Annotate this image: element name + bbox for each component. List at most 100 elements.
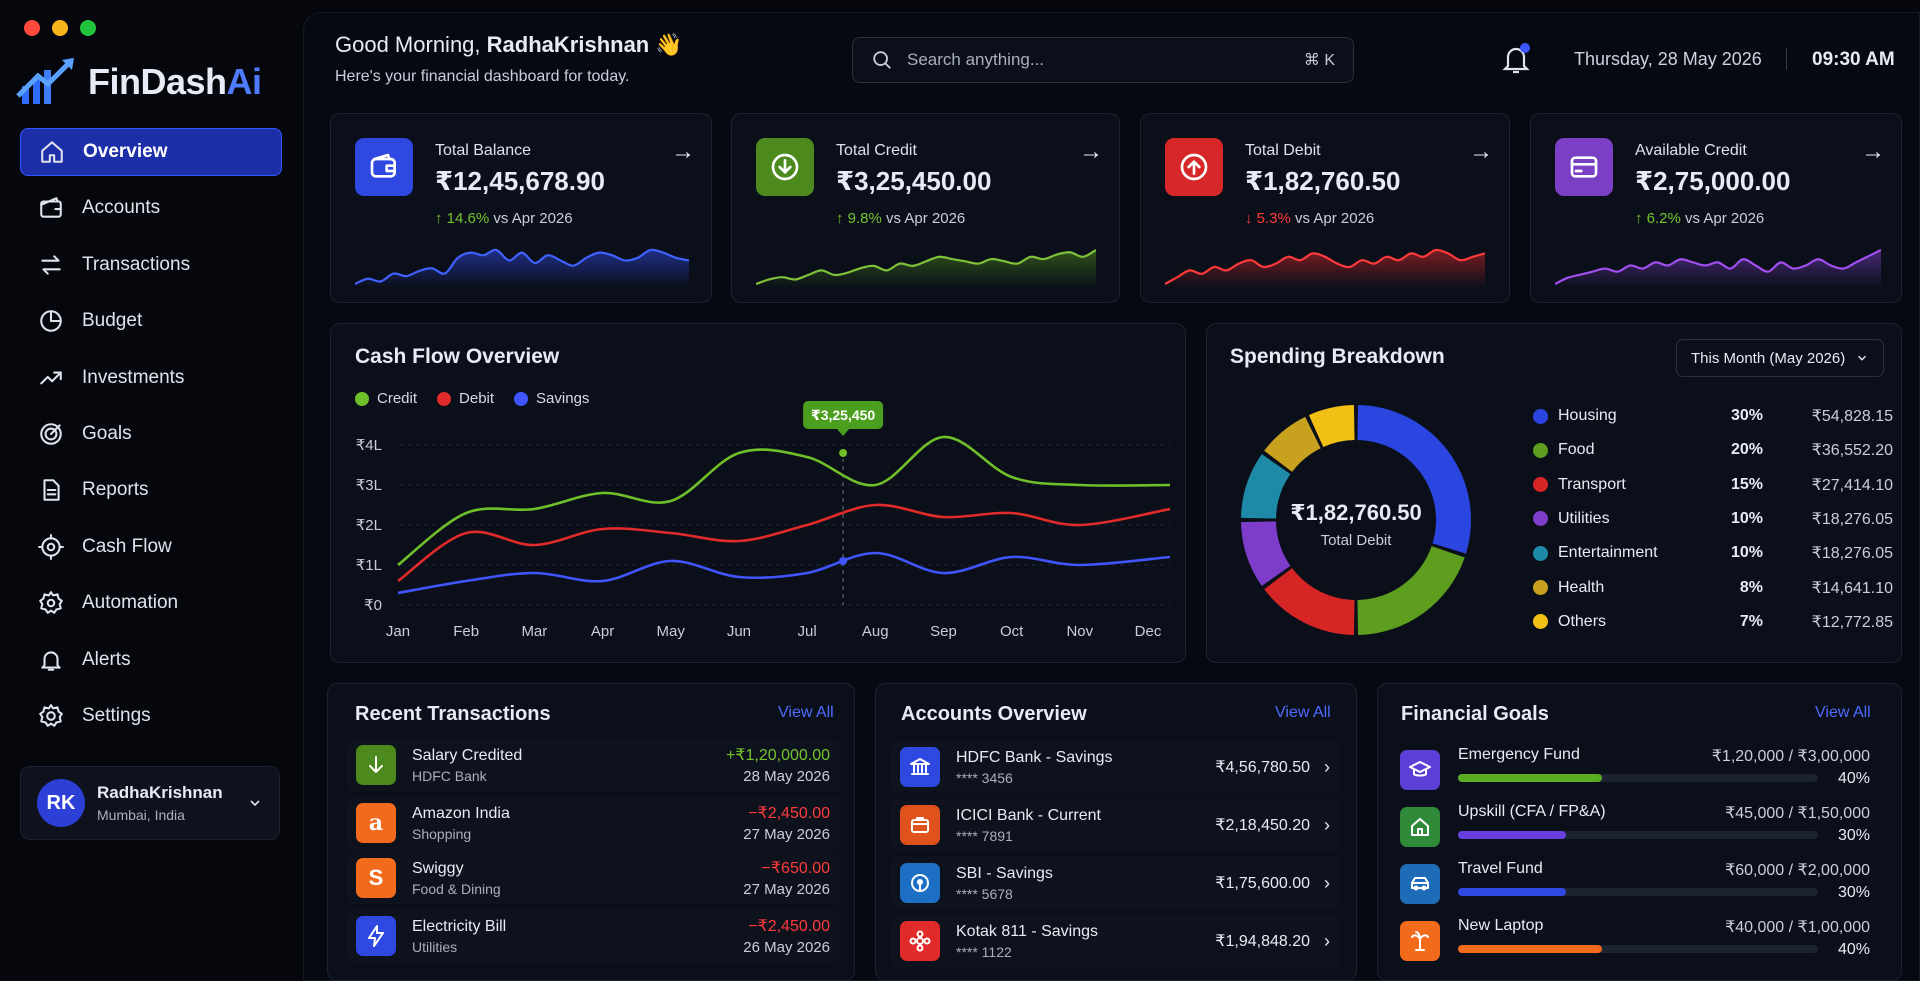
sidebar-item-investments[interactable]: Investments bbox=[20, 354, 282, 402]
transaction-date: 28 May 2026 bbox=[743, 768, 830, 785]
bank-icon bbox=[910, 758, 930, 775]
sidebar-item-alerts[interactable]: Alerts bbox=[20, 636, 282, 684]
sidebar-item-cash-flow[interactable]: Cash Flow bbox=[20, 523, 282, 571]
sidebar-item-reports[interactable]: Reports bbox=[20, 466, 282, 514]
category-name: Transport bbox=[1558, 475, 1626, 493]
arrow-right-icon[interactable]: → bbox=[1861, 138, 1885, 165]
profile-name: RadhaKrishnan bbox=[97, 783, 223, 802]
goal-progress-bar bbox=[1458, 831, 1818, 839]
user-profile[interactable]: RK RadhaKrishnan Mumbai, India bbox=[20, 766, 280, 840]
goal-row[interactable]: Travel Fund ₹60,000 / ₹2,00,000 30% bbox=[1400, 860, 1880, 908]
transaction-row[interactable]: Salary Credited HDFC Bank +₹1,20,000.00 28… bbox=[346, 739, 840, 791]
account-balance: ₹1,94,848.20 bbox=[1215, 933, 1310, 950]
legend-item-debit[interactable]: Debit bbox=[437, 390, 494, 407]
legend-swatch bbox=[1533, 408, 1548, 424]
y-tick-label: ₹0 bbox=[364, 597, 382, 614]
sidebar-item-label: Alerts bbox=[82, 648, 131, 670]
accounts-view-all-link[interactable]: View All bbox=[1275, 704, 1331, 721]
category-amount: ₹36,552.20 bbox=[1811, 442, 1893, 460]
category-percent: 7% bbox=[1739, 612, 1763, 630]
sidebar-item-automation[interactable]: Automation bbox=[20, 579, 282, 627]
spending-legend-row[interactable]: Food 20% ₹36,552.20 bbox=[1533, 438, 1893, 462]
donut-slice-utilities[interactable] bbox=[1241, 521, 1291, 586]
sparkline-area bbox=[355, 249, 689, 288]
stat-card-available-credit[interactable]: Available Credit ₹2,75,000.00 ↑ 6.2% vs … bbox=[1530, 113, 1902, 303]
period-dropdown[interactable]: This Month (May 2026) bbox=[1676, 339, 1884, 377]
sidebar-item-label: Accounts bbox=[82, 197, 161, 219]
chevron-right-icon[interactable]: › bbox=[1324, 756, 1330, 777]
transaction-amount: −₹2,450.00 bbox=[748, 805, 830, 822]
notifications-button[interactable] bbox=[1500, 42, 1532, 81]
transactions-view-all-link[interactable]: View All bbox=[778, 704, 834, 721]
chevron-down-icon[interactable] bbox=[247, 795, 263, 811]
cash-flow-chart[interactable]: ₹0 ₹1L ₹2L ₹3L ₹4L Jan Feb Mar Apr May Jun Jul Aug Se… bbox=[340, 400, 1170, 660]
spending-legend-row[interactable]: Entertainment 10% ₹18,276.05 bbox=[1533, 541, 1893, 565]
goal-name: Upskill (CFA / FP&A) bbox=[1458, 803, 1606, 820]
search-bar[interactable]: Search anything... ⌘ K bbox=[852, 37, 1354, 83]
account-balance: ₹2,18,450.20 bbox=[1215, 817, 1310, 834]
maximize-window-button[interactable] bbox=[80, 20, 96, 36]
sidebar-item-accounts[interactable]: Accounts bbox=[20, 184, 282, 232]
sidebar-item-transactions[interactable]: Transactions bbox=[20, 241, 282, 289]
chevron-right-icon[interactable]: › bbox=[1324, 872, 1330, 893]
legend-item-savings[interactable]: Savings bbox=[514, 390, 589, 407]
search-input[interactable]: Search anything... bbox=[907, 50, 1045, 69]
sidebar-item-goals[interactable]: Goals bbox=[20, 410, 282, 458]
stat-card-total-debit[interactable]: Total Debit ₹1,82,760.50 ↓ 5.3% vs Apr 2… bbox=[1140, 113, 1510, 303]
donut-slice-food[interactable] bbox=[1357, 546, 1465, 635]
goal-icon-bg bbox=[1400, 921, 1440, 961]
sparkline-area bbox=[1165, 249, 1485, 288]
account-number: **** 3456 bbox=[956, 769, 1013, 786]
sidebar-item-budget[interactable]: Budget bbox=[20, 297, 282, 345]
account-row[interactable]: SBI - Savings **** 5678 ₹1,75,600.00 › bbox=[890, 857, 1340, 909]
arrow-right-icon[interactable]: → bbox=[671, 138, 695, 165]
spending-donut-chart[interactable] bbox=[1236, 400, 1476, 640]
chevron-right-icon[interactable]: › bbox=[1324, 930, 1330, 951]
sidebar-item-overview[interactable]: Overview bbox=[20, 128, 282, 176]
stat-card-total-balance[interactable]: Total Balance ₹12,45,678.90 ↑ 14.6% vs A… bbox=[330, 113, 712, 303]
goal-row[interactable]: New Laptop ₹40,000 / ₹1,00,000 40% bbox=[1400, 917, 1880, 965]
spending-legend-row[interactable]: Health 8% ₹14,641.10 bbox=[1533, 576, 1893, 600]
brand-logo[interactable]: FinDashAi bbox=[16, 56, 262, 108]
y-tick-label: ₹2L bbox=[356, 517, 382, 534]
chevron-right-icon[interactable]: › bbox=[1324, 814, 1330, 835]
close-window-button[interactable] bbox=[24, 20, 40, 36]
account-row[interactable]: Kotak 811 - Savings **** 1122 ₹1,94,848.2… bbox=[890, 915, 1340, 967]
donut-slice-others[interactable] bbox=[1308, 405, 1355, 448]
stat-card-total-credit[interactable]: Total Credit ₹3,25,450.00 ↑ 9.8% vs Apr … bbox=[731, 113, 1120, 303]
legend-item-credit[interactable]: Credit bbox=[355, 390, 417, 407]
donut-slice-transport[interactable] bbox=[1264, 568, 1355, 635]
legend-swatch bbox=[1533, 614, 1548, 630]
account-row[interactable]: ICICI Bank - Current **** 7891 ₹2,18,450.… bbox=[890, 799, 1340, 851]
goal-progress-bar bbox=[1458, 945, 1818, 953]
period-value: This Month (May 2026) bbox=[1691, 349, 1846, 367]
brand-name-ai: Ai bbox=[226, 61, 263, 102]
donut-slice-entertainment[interactable] bbox=[1241, 454, 1291, 519]
transaction-amount: −₹2,450.00 bbox=[748, 918, 830, 935]
goal-progress-fill bbox=[1458, 945, 1602, 953]
goal-row[interactable]: Emergency Fund ₹1,20,000 / ₹3,00,000 40% bbox=[1400, 746, 1880, 794]
transaction-row[interactable]: Electricity Bill Utilities −₹2,450.00 26 M… bbox=[346, 910, 840, 962]
goal-row[interactable]: Upskill (CFA / FP&A) ₹45,000 / ₹1,50,000… bbox=[1400, 803, 1880, 851]
donut-slice-health[interactable] bbox=[1264, 416, 1321, 472]
document-icon bbox=[43, 479, 60, 502]
spending-legend-row[interactable]: Housing 30% ₹54,828.15 bbox=[1533, 404, 1893, 428]
stat-change-value: ↑ 9.8% bbox=[836, 210, 882, 227]
minimize-window-button[interactable] bbox=[52, 20, 68, 36]
transaction-row[interactable]: S Swiggy Food & Dining −₹650.00 27 May 202… bbox=[346, 852, 840, 904]
wallet-icon bbox=[40, 197, 62, 219]
spending-legend-row[interactable]: Others 7% ₹12,772.85 bbox=[1533, 610, 1893, 634]
legend-swatch bbox=[1533, 442, 1548, 458]
stat-label: Total Balance bbox=[435, 142, 532, 159]
sidebar-item-settings[interactable]: Settings bbox=[20, 692, 282, 740]
spending-legend-row[interactable]: Utilities 10% ₹18,276.05 bbox=[1533, 507, 1893, 531]
donut-slice-housing[interactable] bbox=[1357, 405, 1471, 554]
arrow-right-icon[interactable]: → bbox=[1079, 138, 1103, 165]
transaction-row[interactable]: a Amazon India Shopping −₹2,450.00 27 May … bbox=[346, 797, 840, 849]
arrow-right-icon[interactable]: → bbox=[1469, 138, 1493, 165]
sparkline-line bbox=[1555, 249, 1881, 285]
account-number: **** 7891 bbox=[956, 827, 1013, 844]
account-row[interactable]: HDFC Bank - Savings **** 3456 ₹4,56,780.5… bbox=[890, 741, 1340, 793]
spending-legend-row[interactable]: Transport 15% ₹27,414.10 bbox=[1533, 473, 1893, 497]
goals-view-all-link[interactable]: View All bbox=[1815, 704, 1871, 721]
